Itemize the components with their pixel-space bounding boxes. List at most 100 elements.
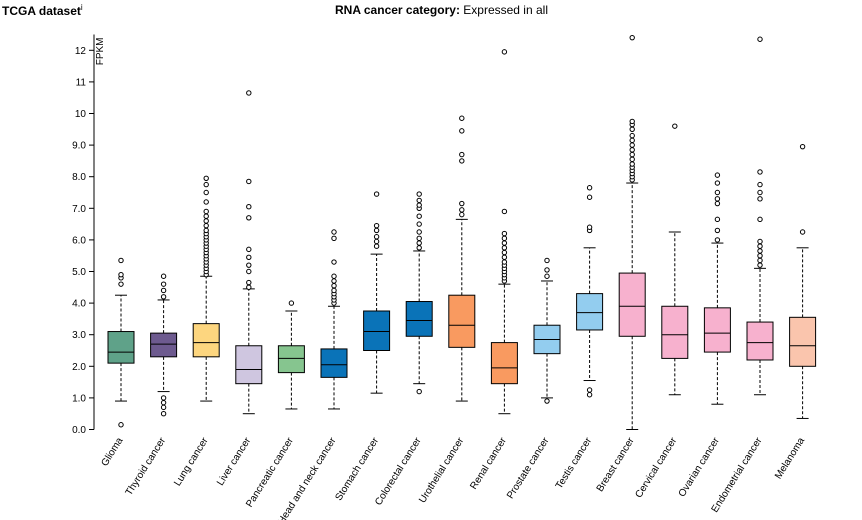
box-group[interactable]: [107, 257, 135, 428]
outlier-point[interactable]: [544, 257, 550, 264]
outlier-point[interactable]: [501, 245, 508, 251]
outlier-point[interactable]: [459, 128, 465, 134]
box-group[interactable]: [192, 175, 220, 402]
outlier-point[interactable]: [246, 178, 252, 185]
outlier-point[interactable]: [373, 238, 380, 245]
outlier-point[interactable]: [416, 229, 422, 235]
outlier-point[interactable]: [501, 235, 508, 242]
outlier-point[interactable]: [246, 254, 252, 260]
outlier-point[interactable]: [629, 151, 635, 158]
box-group[interactable]: [448, 115, 476, 402]
outlier-point[interactable]: [203, 227, 209, 234]
outlier-point[interactable]: [586, 387, 593, 393]
outlier-point[interactable]: [416, 213, 422, 219]
outlier-point[interactable]: [629, 132, 635, 139]
outlier-point[interactable]: [331, 229, 337, 235]
box-group[interactable]: [703, 172, 731, 405]
box[interactable]: [448, 294, 476, 348]
outlier-point[interactable]: [459, 200, 465, 207]
box[interactable]: [789, 316, 817, 367]
box[interactable]: [746, 321, 774, 361]
box[interactable]: [235, 345, 263, 385]
outlier-point[interactable]: [373, 227, 380, 234]
outlier-point[interactable]: [714, 200, 721, 207]
box-group[interactable]: [490, 49, 518, 415]
box-group[interactable]: [618, 34, 646, 430]
outlier-point[interactable]: [118, 422, 124, 428]
box-group[interactable]: [320, 229, 348, 410]
outlier-point[interactable]: [416, 235, 422, 242]
outlier-point[interactable]: [629, 147, 635, 153]
outlier-point[interactable]: [331, 283, 337, 289]
box[interactable]: [192, 323, 220, 358]
outlier-point[interactable]: [501, 249, 508, 256]
outlier-point[interactable]: [757, 189, 763, 196]
outlier-point[interactable]: [629, 156, 635, 163]
box[interactable]: [618, 272, 646, 337]
outlier-point[interactable]: [160, 404, 167, 411]
outlier-point[interactable]: [714, 227, 721, 234]
box[interactable]: [363, 310, 391, 351]
outlier-point[interactable]: [246, 215, 252, 221]
outlier-point[interactable]: [118, 271, 124, 278]
outlier-point[interactable]: [246, 284, 252, 290]
outlier-point[interactable]: [203, 175, 209, 181]
box[interactable]: [320, 348, 348, 378]
outlier-point[interactable]: [416, 191, 422, 197]
box[interactable]: [490, 342, 518, 385]
outlier-point[interactable]: [799, 143, 806, 150]
outlier-point[interactable]: [629, 142, 635, 148]
outlier-point[interactable]: [160, 287, 167, 294]
outlier-point[interactable]: [246, 204, 252, 210]
box-group[interactable]: [150, 273, 178, 417]
outlier-point[interactable]: [544, 273, 550, 279]
box-group[interactable]: [789, 143, 817, 419]
outlier-point[interactable]: [416, 221, 422, 227]
outlier-point[interactable]: [544, 267, 550, 273]
outlier-point[interactable]: [714, 216, 721, 223]
outlier-point[interactable]: [501, 208, 508, 215]
box-group[interactable]: [576, 185, 604, 398]
info-icon[interactable]: i: [80, 3, 83, 12]
outlier-point[interactable]: [757, 243, 763, 249]
outlier-point[interactable]: [288, 300, 295, 306]
outlier-point[interactable]: [118, 257, 124, 264]
outlier-point[interactable]: [203, 213, 209, 219]
outlier-point[interactable]: [160, 395, 167, 401]
outlier-point[interactable]: [757, 248, 763, 254]
outlier-point[interactable]: [714, 172, 721, 178]
outlier-point[interactable]: [501, 259, 508, 265]
outlier-point[interactable]: [629, 126, 635, 133]
outlier-point[interactable]: [160, 399, 167, 406]
outlier-point[interactable]: [373, 243, 380, 249]
outlier-point[interactable]: [203, 222, 209, 229]
outlier-point[interactable]: [672, 123, 678, 129]
box[interactable]: [277, 345, 305, 374]
outlier-point[interactable]: [331, 287, 337, 294]
outlier-point[interactable]: [160, 281, 167, 287]
outlier-point[interactable]: [586, 392, 593, 398]
outlier-point[interactable]: [203, 189, 209, 196]
outlier-point[interactable]: [757, 238, 763, 245]
outlier-point[interactable]: [586, 224, 593, 230]
outlier-point[interactable]: [501, 49, 508, 55]
outlier-point[interactable]: [118, 281, 124, 287]
outlier-point[interactable]: [331, 259, 337, 265]
outlier-point[interactable]: [203, 199, 209, 205]
outlier-point[interactable]: [714, 237, 721, 243]
box-group[interactable]: [533, 257, 561, 404]
box-group[interactable]: [405, 191, 433, 395]
outlier-point[interactable]: [501, 230, 508, 237]
outlier-point[interactable]: [331, 278, 337, 284]
outlier-point[interactable]: [757, 181, 763, 188]
outlier-point[interactable]: [629, 161, 635, 167]
outlier-point[interactable]: [501, 254, 508, 260]
outlier-point[interactable]: [757, 257, 763, 264]
outlier-point[interactable]: [246, 279, 252, 286]
outlier-point[interactable]: [416, 388, 422, 395]
box-group[interactable]: [363, 191, 391, 394]
outlier-point[interactable]: [203, 218, 209, 224]
outlier-point[interactable]: [246, 246, 252, 253]
outlier-point[interactable]: [160, 411, 167, 417]
outlier-point[interactable]: [544, 398, 550, 404]
